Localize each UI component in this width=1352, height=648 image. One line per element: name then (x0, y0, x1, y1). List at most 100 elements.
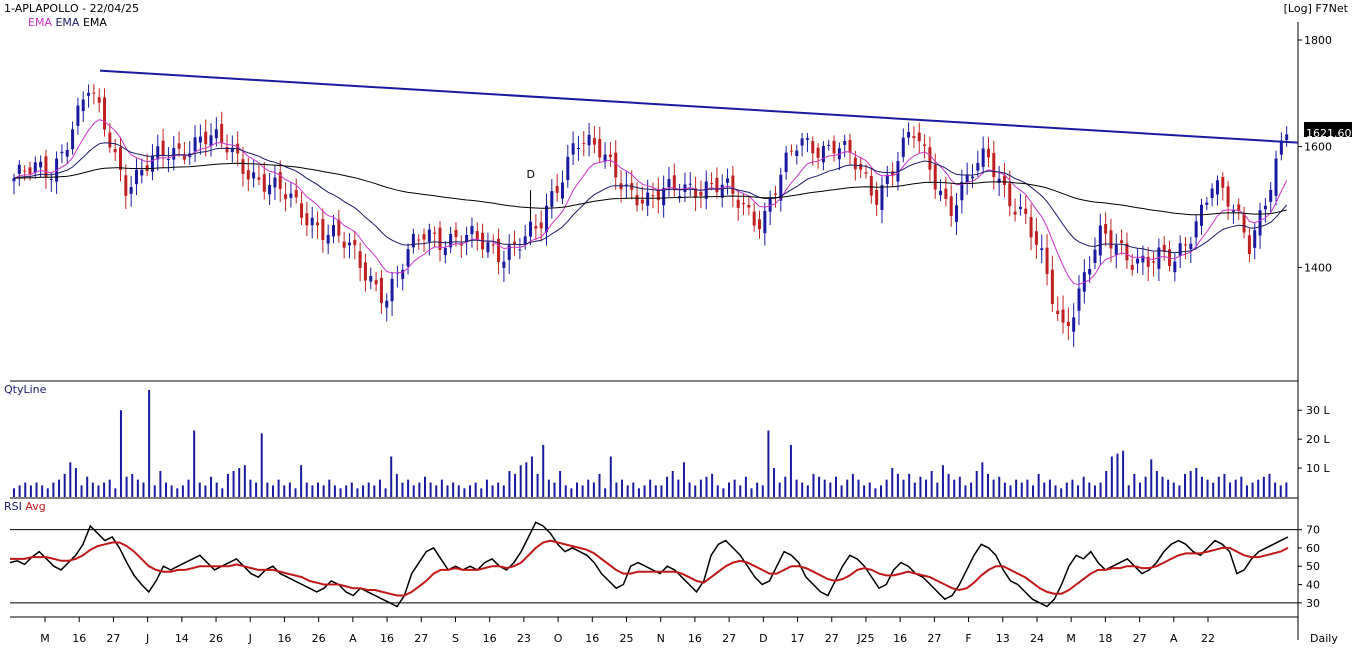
candle-body (1274, 158, 1278, 196)
candle-body (316, 222, 320, 226)
period-label: Daily (1310, 632, 1338, 645)
volume-bar (440, 479, 443, 497)
candle-body (326, 234, 330, 244)
volume-bar (328, 479, 331, 497)
volume-bar (722, 488, 725, 497)
x-tick-label: F (965, 632, 971, 645)
volume-bar (953, 479, 956, 497)
x-tick-label: J25 (856, 632, 874, 645)
volume-bar (1240, 476, 1243, 497)
candle-body (726, 178, 730, 183)
volume-bar (1105, 470, 1108, 497)
candle-body (470, 226, 474, 235)
candle-body (1098, 225, 1102, 256)
volume-bar (418, 482, 421, 497)
candle-body (491, 244, 495, 246)
volume-bar (547, 479, 550, 497)
candle-body (87, 92, 91, 96)
volume-bar (1217, 476, 1220, 497)
volume-bar (52, 482, 55, 497)
candle-body (1285, 134, 1289, 141)
candle-body (662, 187, 666, 206)
candle-body (23, 170, 27, 172)
candle-body (198, 136, 202, 143)
volume-bar (198, 482, 201, 497)
candle-body (566, 156, 570, 181)
volume-bar (362, 485, 365, 497)
candle-body (1157, 247, 1161, 269)
volume-bar (823, 479, 826, 497)
volume-ytick-label: 20 L (1306, 433, 1330, 446)
candle-body (310, 217, 314, 226)
candle-body (587, 134, 591, 146)
volume-bar (851, 473, 854, 497)
volume-bar (1138, 482, 1141, 497)
x-tick-label: A (1170, 632, 1178, 645)
volume-bar (1015, 479, 1018, 497)
candle-body (1258, 210, 1262, 236)
x-tick-label: 16 (893, 632, 907, 645)
candle-body (912, 136, 916, 139)
volume-bar (598, 473, 601, 497)
volume-bar (367, 482, 370, 497)
candle-body (172, 148, 176, 160)
candle-body (933, 164, 937, 190)
candle-body (39, 161, 43, 168)
candle-body (651, 195, 655, 197)
volume-bar (474, 482, 477, 497)
candle-body (539, 222, 543, 229)
candle-body (507, 245, 511, 260)
volume-bar (305, 482, 308, 497)
ema-mid-line (13, 142, 1288, 254)
x-tick-label: 16 (688, 632, 702, 645)
candle-body (278, 172, 282, 190)
volume-bar (941, 465, 944, 497)
volume-bar (1172, 482, 1175, 497)
candle-body (1018, 206, 1022, 210)
x-tick-label: 16 (585, 632, 599, 645)
candle-body (124, 175, 128, 196)
candle-body (1221, 176, 1225, 188)
volume-bar (457, 485, 460, 497)
volume-bar (210, 476, 213, 497)
candle-body (17, 164, 21, 174)
candle-body (821, 145, 825, 163)
volume-bar (1144, 476, 1147, 497)
volume-bar (255, 482, 258, 497)
candle-body (252, 172, 256, 179)
candle-body (678, 196, 682, 198)
volume-bar (1133, 473, 1136, 497)
volume-bar (1229, 482, 1232, 497)
candle-body (1173, 261, 1177, 273)
volume-ytick-label: 30 L (1306, 404, 1330, 417)
volume-bar (632, 482, 635, 497)
volume-bar (1003, 482, 1006, 497)
candle-body (917, 132, 921, 142)
candle-body (853, 157, 857, 170)
candle-body (1066, 321, 1070, 326)
volume-bar (649, 479, 652, 497)
volume-bar (119, 410, 122, 497)
candle-body (1194, 221, 1198, 238)
volume-bar (215, 482, 218, 497)
candle-body (119, 147, 122, 170)
candle-body (1050, 269, 1054, 305)
volume-bar (992, 479, 995, 497)
candle-body (747, 204, 751, 208)
candle-body (417, 239, 421, 241)
candle-body (635, 195, 639, 206)
volume-bar (688, 482, 691, 497)
x-tick-label: 27 (1133, 632, 1147, 645)
volume-bar (238, 468, 241, 497)
candle-body (800, 138, 804, 146)
volume-bar (739, 485, 742, 497)
candle-body (795, 150, 799, 157)
volume-bar (677, 479, 680, 497)
rsi-ytick-label: 60 (1306, 542, 1320, 555)
candle-body (150, 155, 154, 172)
candle-body (986, 148, 990, 158)
volume-bar (277, 479, 280, 497)
candle-body (1072, 317, 1076, 332)
candle-body (156, 146, 160, 160)
